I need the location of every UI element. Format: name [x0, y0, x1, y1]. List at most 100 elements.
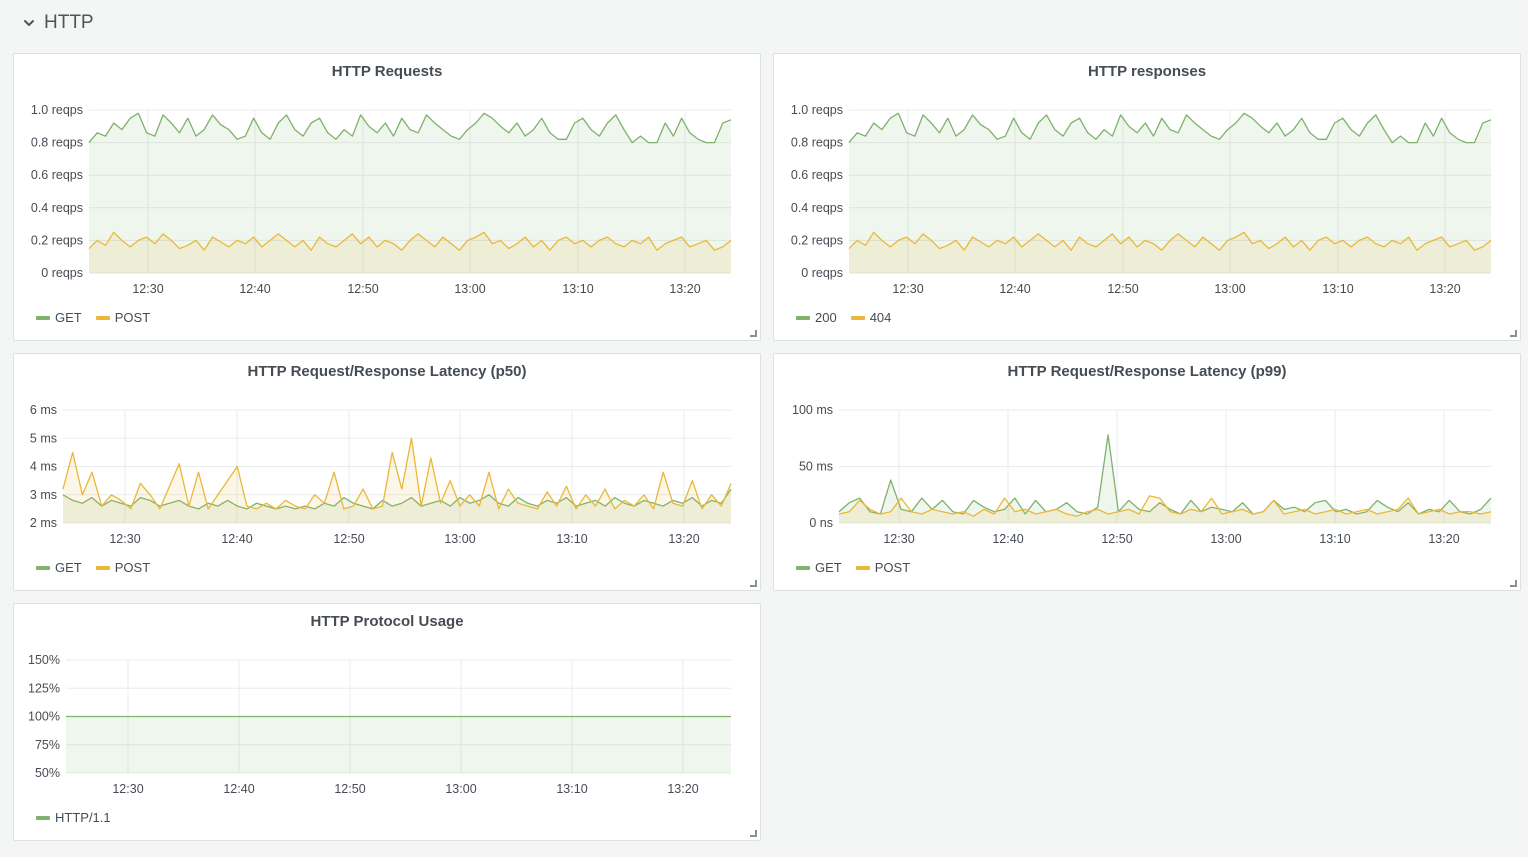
- x-tick-label: 12:50: [1107, 282, 1138, 296]
- resize-handle[interactable]: [750, 580, 757, 587]
- x-tick-label: 13:10: [1322, 282, 1353, 296]
- panel-title[interactable]: HTTP Requests: [331, 63, 443, 80]
- y-tick-label: 100 ms: [792, 403, 833, 417]
- chevron-down-icon: [24, 20, 34, 26]
- legend-label: POST: [114, 560, 151, 575]
- legend-swatch: [95, 565, 110, 570]
- series-line-404: [848, 231, 1492, 251]
- chart: 2 ms 3 ms 4 ms 5 ms 6 ms 12:30 12:40 12:50 13:00…: [30, 403, 732, 546]
- series-area-get: [89, 113, 731, 273]
- panel-title[interactable]: HTTP responses: [1087, 63, 1207, 80]
- series-line-200: [848, 112, 1492, 144]
- x-tick-label: 12:50: [334, 782, 365, 796]
- x-tick-label: 13:20: [667, 782, 698, 796]
- y-tick-label: 0 reqps: [41, 266, 83, 280]
- legend-item[interactable]: GET: [796, 560, 842, 575]
- series-line-get: [838, 434, 1492, 515]
- y-tick-label: 0.2 reqps: [31, 233, 83, 247]
- panel-4: HTTP Request/Response Latency (p99) 0 ns 5…: [773, 353, 1521, 591]
- legend-swatch: [36, 315, 50, 320]
- y-tick-label: 125%: [28, 681, 60, 695]
- y-tick-label: 1.0 reqps: [31, 103, 83, 117]
- legend-swatch: [796, 565, 810, 570]
- x-tick-label: 13:10: [1319, 532, 1350, 546]
- legend-label: 200: [815, 310, 837, 325]
- x-tick-label: 12:40: [992, 532, 1023, 546]
- y-tick-label: 3 ms: [30, 488, 57, 502]
- panel-3: HTTP Request/Response Latency (p50) 2 ms 3…: [13, 353, 761, 591]
- y-tick-label: 150%: [28, 653, 60, 667]
- y-tick-label: 50 ms: [799, 460, 833, 474]
- y-tick-label: 0 ns: [809, 516, 833, 530]
- legend: 200 404: [796, 310, 891, 325]
- legend-item[interactable]: POST: [95, 560, 151, 575]
- x-tick-label: 12:30: [132, 282, 163, 296]
- x-tick-label: 12:40: [999, 282, 1030, 296]
- panel-1: HTTP Requests 0 reqps 0.2 reqps 0.4 reqps 0.…: [13, 53, 761, 341]
- legend: GET POST: [796, 560, 910, 575]
- legend-item[interactable]: 200: [796, 310, 837, 325]
- y-tick-label: 0.6 reqps: [31, 168, 83, 182]
- y-tick-label: 0.8 reqps: [31, 136, 83, 150]
- x-tick-label: 12:30: [892, 282, 923, 296]
- row-header-http[interactable]: HTTP: [22, 10, 94, 36]
- resize-handle[interactable]: [1510, 580, 1517, 587]
- series-line-post: [62, 437, 732, 510]
- legend-swatch: [855, 565, 870, 570]
- series-area-404: [849, 232, 1491, 273]
- legend-label: HTTP/1.1: [55, 810, 111, 825]
- y-tick-label: 75%: [35, 738, 60, 752]
- y-tick-label: 5 ms: [30, 431, 57, 445]
- x-tick-label: 12:30: [109, 532, 140, 546]
- series-line-post: [88, 231, 732, 251]
- legend-item[interactable]: GET: [36, 310, 82, 325]
- x-tick-label: 12:50: [333, 532, 364, 546]
- legend-swatch: [796, 315, 810, 320]
- legend: HTTP/1.1: [36, 810, 111, 825]
- y-tick-label: 6 ms: [30, 403, 57, 417]
- y-tick-label: 2 ms: [30, 516, 57, 530]
- legend-label: GET: [55, 310, 82, 325]
- legend-item[interactable]: GET: [36, 560, 82, 575]
- legend: GET POST: [36, 310, 150, 325]
- resize-handle[interactable]: [750, 830, 757, 837]
- legend-label: POST: [874, 560, 911, 575]
- series-area-post: [63, 438, 731, 523]
- y-tick-label: 0 reqps: [801, 266, 843, 280]
- legend-label: 404: [869, 310, 892, 325]
- x-tick-label: 12:50: [1101, 532, 1132, 546]
- chart: 0 reqps 0.2 reqps 0.4 reqps 0.6 reqps 0.8 re…: [31, 103, 732, 296]
- y-tick-label: 0.4 reqps: [31, 201, 83, 215]
- legend-item[interactable]: 404: [850, 310, 892, 325]
- series-area-200: [849, 113, 1491, 273]
- x-tick-label: 13:00: [1210, 532, 1241, 546]
- x-tick-label: 13:20: [668, 532, 699, 546]
- resize-handle[interactable]: [1510, 330, 1517, 337]
- panel-title[interactable]: HTTP Request/Response Latency (p50): [247, 363, 527, 380]
- series-area-get: [63, 489, 731, 523]
- legend-item[interactable]: HTTP/1.1: [36, 810, 111, 825]
- legend-item[interactable]: POST: [855, 560, 911, 575]
- x-tick-label: 13:10: [556, 532, 587, 546]
- y-tick-label: 100%: [28, 710, 60, 724]
- y-tick-label: 0.2 reqps: [791, 233, 843, 247]
- y-tick-label: 4 ms: [30, 460, 57, 474]
- x-tick-label: 13:00: [444, 532, 475, 546]
- panel-title[interactable]: HTTP Request/Response Latency (p99): [1007, 363, 1287, 380]
- legend-item[interactable]: POST: [95, 310, 151, 325]
- resize-handle[interactable]: [750, 330, 757, 337]
- legend-swatch: [95, 315, 110, 320]
- row-title: HTTP: [44, 12, 94, 33]
- panel-5: HTTP Protocol Usage 50% 75% 100% 125% 150% 12:…: [13, 603, 761, 841]
- x-tick-label: 13:00: [1214, 282, 1245, 296]
- panel-title[interactable]: HTTP Protocol Usage: [310, 613, 464, 630]
- legend-label: POST: [114, 310, 151, 325]
- series-area-http/1.1: [66, 716, 731, 773]
- x-tick-label: 13:10: [556, 782, 587, 796]
- x-tick-label: 12:30: [112, 782, 143, 796]
- series-line-get: [62, 488, 732, 510]
- x-tick-label: 13:20: [1429, 282, 1460, 296]
- series-line-get: [88, 112, 732, 144]
- x-tick-label: 12:40: [221, 532, 252, 546]
- chart: 0 reqps 0.2 reqps 0.4 reqps 0.6 reqps 0.8 re…: [791, 103, 1492, 296]
